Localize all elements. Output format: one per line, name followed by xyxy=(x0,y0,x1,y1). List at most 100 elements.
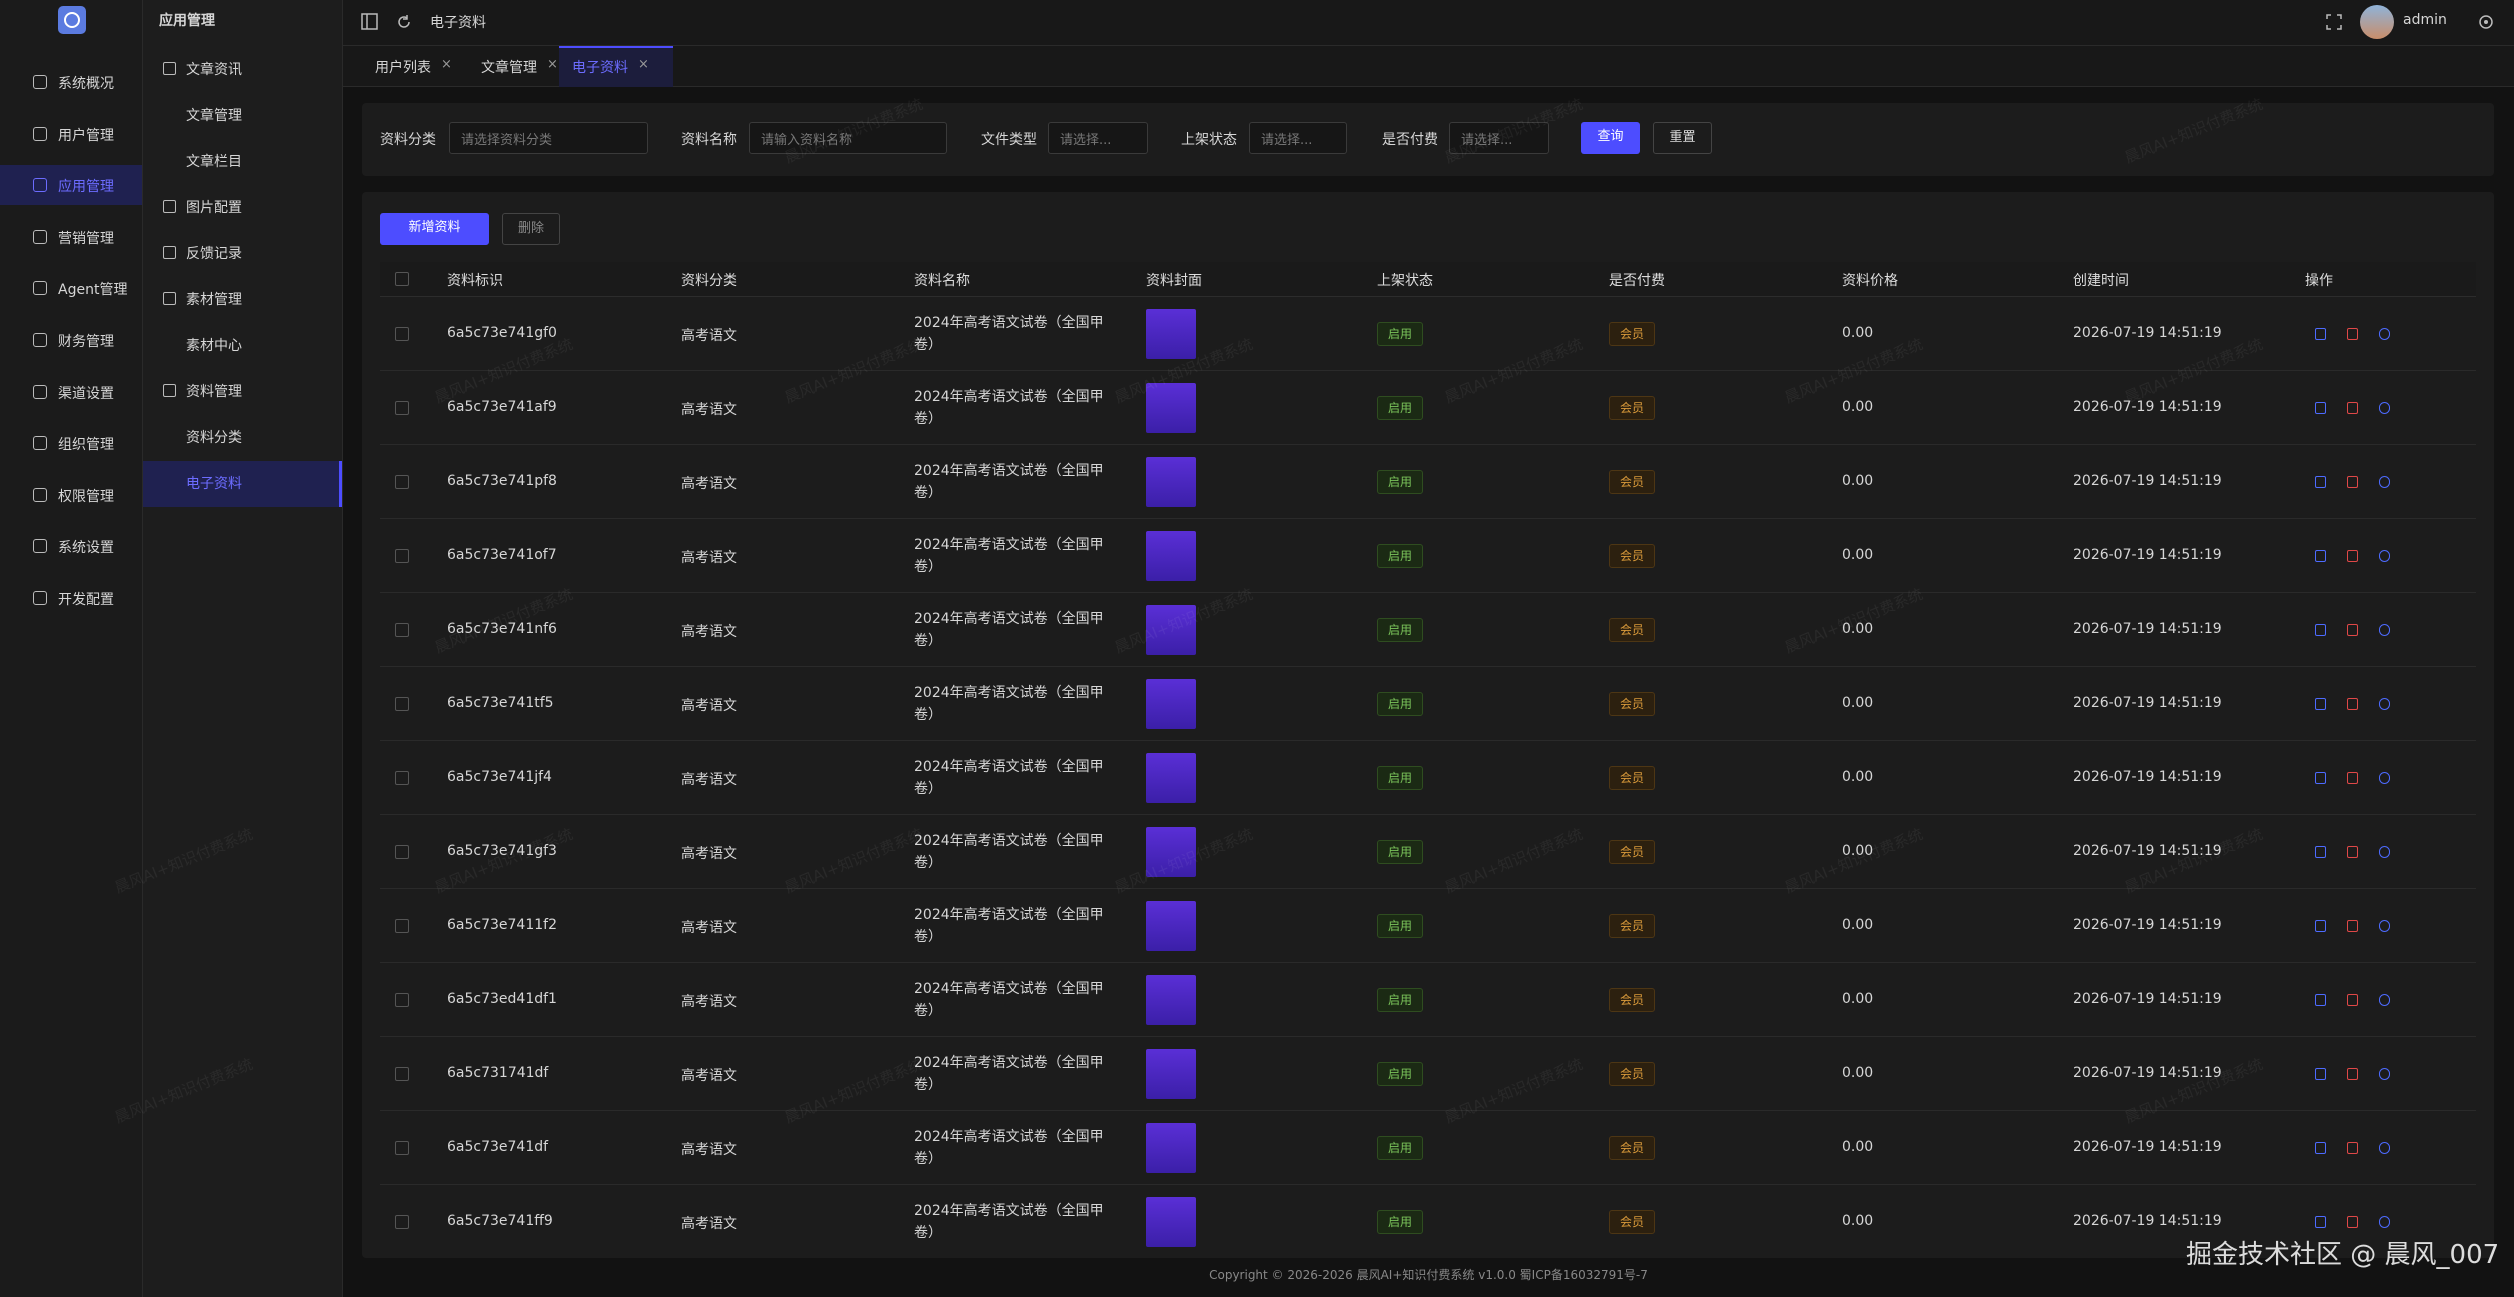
submenu-item[interactable]: 素材中心 xyxy=(186,338,242,354)
tab[interactable]: 用户列表 xyxy=(375,60,431,76)
add-button[interactable]: 新增资料 xyxy=(380,213,489,245)
checkbox[interactable] xyxy=(395,623,409,637)
checkbox[interactable] xyxy=(395,845,409,859)
submenu-item[interactable]: 文章资讯 xyxy=(186,62,242,78)
nav-item[interactable]: 开发配置 xyxy=(58,592,114,608)
checkbox[interactable] xyxy=(395,771,409,785)
delete-action[interactable] xyxy=(2347,476,2358,488)
view-action[interactable] xyxy=(2379,476,2390,488)
view-action[interactable] xyxy=(2379,402,2390,414)
cell-id: 6a5c73e7411f2 xyxy=(447,917,557,933)
view-action[interactable] xyxy=(2379,550,2390,562)
tab-close[interactable]: × xyxy=(638,57,649,72)
view-action[interactable] xyxy=(2379,698,2390,710)
checkbox[interactable] xyxy=(395,475,409,489)
delete-button[interactable]: 删除 xyxy=(502,213,560,245)
nav-item[interactable]: 用户管理 xyxy=(58,127,114,144)
delete-action[interactable] xyxy=(2347,1216,2358,1228)
delete-action[interactable] xyxy=(2347,1068,2358,1080)
nav-item[interactable]: 系统概况 xyxy=(58,76,114,92)
logo xyxy=(58,6,86,34)
view-action[interactable] xyxy=(2379,920,2390,932)
edit-action[interactable] xyxy=(2315,920,2326,932)
edit-action[interactable] xyxy=(2315,624,2326,636)
filter-input[interactable]: 请输入资料名称 xyxy=(749,122,947,154)
delete-action[interactable] xyxy=(2347,698,2358,710)
edit-action[interactable] xyxy=(2315,772,2326,784)
avatar[interactable] xyxy=(2360,5,2394,39)
checkbox[interactable] xyxy=(395,327,409,341)
delete-action[interactable] xyxy=(2347,1142,2358,1154)
filter-input[interactable]: 请选择... xyxy=(1048,122,1148,154)
view-action[interactable] xyxy=(2379,846,2390,858)
edit-action[interactable] xyxy=(2315,402,2326,414)
checkbox[interactable] xyxy=(395,1067,409,1081)
submenu-item[interactable]: 图片配置 xyxy=(186,200,242,216)
edit-action[interactable] xyxy=(2315,328,2326,340)
view-action[interactable] xyxy=(2379,994,2390,1006)
edit-action[interactable] xyxy=(2315,476,2326,488)
edit-action[interactable] xyxy=(2315,550,2326,562)
tab-close[interactable]: × xyxy=(441,57,452,72)
filter-input[interactable]: 请选择... xyxy=(1449,122,1549,154)
submenu-item[interactable]: 电子资料 xyxy=(186,476,242,492)
tab[interactable]: 电子资料 xyxy=(572,60,628,76)
submenu-item[interactable]: 反馈记录 xyxy=(186,246,242,262)
nav-item-bg[interactable] xyxy=(0,165,142,206)
checkbox[interactable] xyxy=(395,549,409,563)
nav-item[interactable]: Agent管理 xyxy=(58,282,128,299)
refresh-icon[interactable] xyxy=(395,13,413,31)
tab-close[interactable]: × xyxy=(547,57,558,72)
view-action[interactable] xyxy=(2379,1142,2390,1154)
filter-input[interactable]: 请选择资料分类 xyxy=(449,122,648,154)
nav-item[interactable]: 系统设置 xyxy=(58,540,114,557)
settings-icon[interactable] xyxy=(2477,13,2495,31)
checkbox[interactable] xyxy=(395,1215,409,1229)
delete-action[interactable] xyxy=(2347,994,2358,1006)
delete-action[interactable] xyxy=(2347,328,2358,340)
checkbox[interactable] xyxy=(395,697,409,711)
delete-action[interactable] xyxy=(2347,920,2358,932)
edit-action[interactable] xyxy=(2315,698,2326,710)
nav-item[interactable]: 应用管理 xyxy=(58,179,114,196)
submenu-item[interactable]: 资料分类 xyxy=(186,430,242,446)
cell-name: 2024年高考语文试卷（全国甲卷） xyxy=(914,833,1104,871)
collapse-icon[interactable] xyxy=(361,13,379,31)
view-action[interactable] xyxy=(2379,1068,2390,1080)
nav-item[interactable]: 渠道设置 xyxy=(58,385,114,402)
submenu-item[interactable]: 资料管理 xyxy=(186,384,242,400)
edit-action[interactable] xyxy=(2315,1068,2326,1080)
filter-input[interactable]: 请选择... xyxy=(1249,122,1347,154)
nav-item[interactable]: 营销管理 xyxy=(58,230,114,247)
query-button[interactable]: 查询 xyxy=(1581,122,1640,154)
fullscreen-icon[interactable] xyxy=(2325,13,2343,31)
nav-item[interactable]: 组织管理 xyxy=(58,437,114,454)
edit-action[interactable] xyxy=(2315,1216,2326,1228)
delete-action[interactable] xyxy=(2347,624,2358,636)
checkbox[interactable] xyxy=(395,993,409,1007)
submenu-item[interactable]: 文章栏目 xyxy=(186,154,242,170)
checkbox[interactable] xyxy=(395,919,409,933)
reset-button[interactable]: 重置 xyxy=(1653,122,1712,154)
submenu-item[interactable]: 文章管理 xyxy=(186,108,242,124)
checkbox[interactable] xyxy=(395,272,409,286)
delete-action[interactable] xyxy=(2347,402,2358,414)
view-action[interactable] xyxy=(2379,624,2390,636)
checkbox[interactable] xyxy=(395,1141,409,1155)
delete-action[interactable] xyxy=(2347,550,2358,562)
nav-item[interactable]: 权限管理 xyxy=(58,488,114,505)
edit-action[interactable] xyxy=(2315,994,2326,1006)
edit-action[interactable] xyxy=(2315,846,2326,858)
view-action[interactable] xyxy=(2379,328,2390,340)
submenu-item[interactable]: 素材管理 xyxy=(186,292,242,308)
view-action[interactable] xyxy=(2379,1216,2390,1228)
tab[interactable]: 文章管理 xyxy=(481,60,537,76)
delete-action[interactable] xyxy=(2347,846,2358,858)
cell-name: 2024年高考语文试卷（全国甲卷） xyxy=(914,1129,1104,1167)
view-action[interactable] xyxy=(2379,772,2390,784)
edit-action[interactable] xyxy=(2315,1142,2326,1154)
nav-item[interactable]: 财务管理 xyxy=(58,334,114,350)
checkbox[interactable] xyxy=(395,401,409,415)
delete-action[interactable] xyxy=(2347,772,2358,784)
user-name[interactable]: admin xyxy=(2403,12,2447,28)
